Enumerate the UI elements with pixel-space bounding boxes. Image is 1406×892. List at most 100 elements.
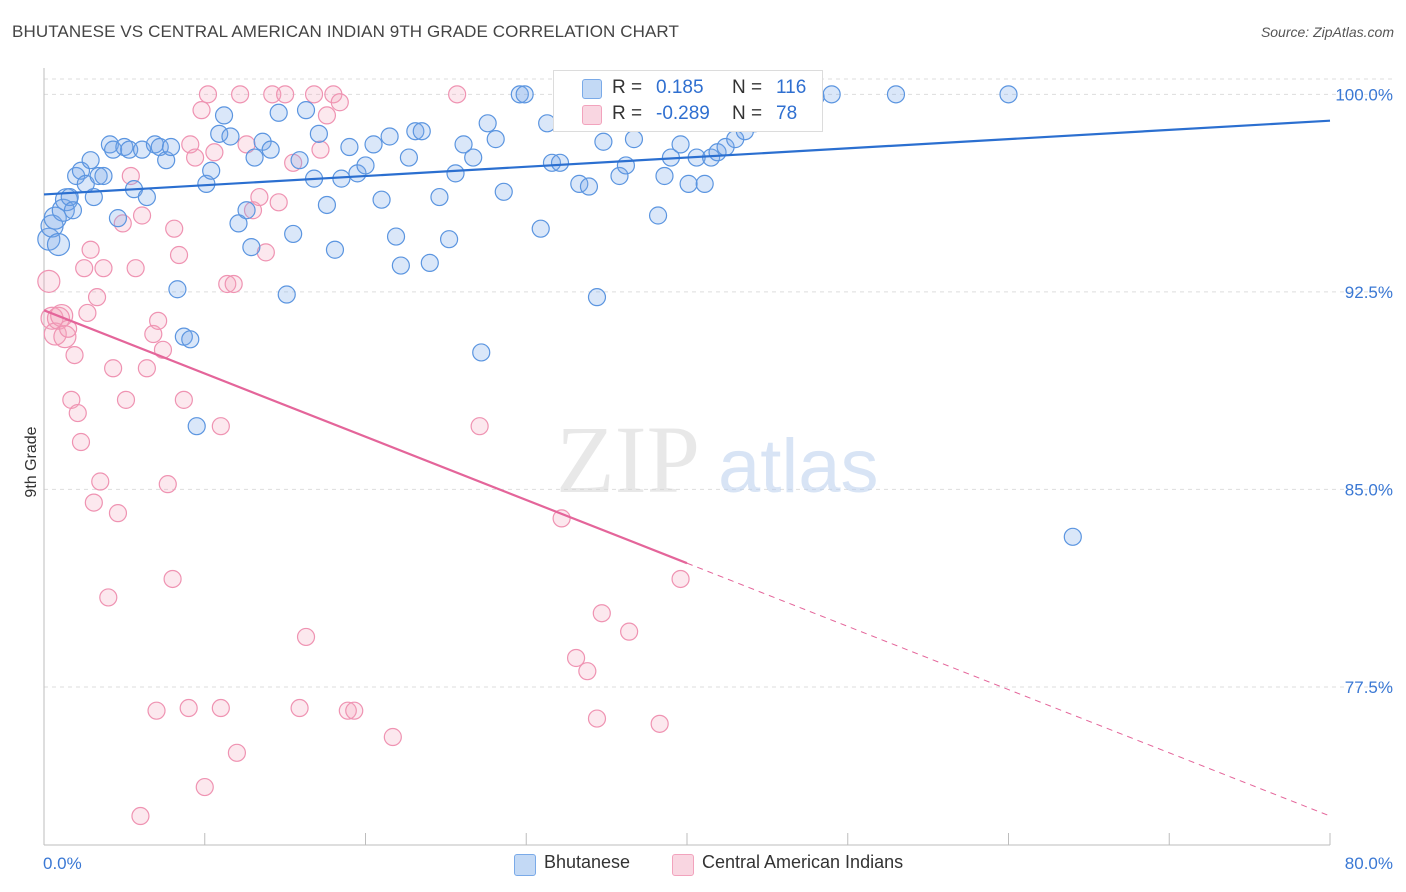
x-tick-label-min: 0.0% [43, 854, 82, 873]
data-point [648, 206, 668, 225]
data-point [198, 85, 218, 104]
data-point [399, 148, 419, 167]
data-point [566, 648, 586, 668]
trend-line-bhutanese [43, 119, 1331, 196]
data-point [412, 122, 431, 141]
data-point [695, 174, 714, 193]
legend-r-label: R = [612, 103, 643, 124]
data-point [515, 85, 534, 104]
data-point [87, 288, 107, 307]
data-point [478, 114, 497, 133]
legend-swatch-pink [582, 105, 602, 125]
data-point [81, 151, 100, 170]
y-tick-label: 77.5% [1345, 678, 1393, 697]
data-point [290, 151, 309, 170]
data-point [620, 622, 639, 641]
legend-n-value: 116 [776, 77, 807, 98]
data-point [231, 85, 250, 104]
data-point [494, 182, 513, 201]
data-point [211, 698, 230, 718]
data-point [132, 206, 152, 225]
data-point [100, 135, 120, 154]
data-point [276, 85, 295, 104]
data-point [81, 240, 100, 259]
data-point [430, 187, 449, 207]
legend-label: Central American Indians [702, 852, 904, 872]
data-point [391, 256, 410, 275]
data-point [999, 85, 1018, 104]
data-point [46, 232, 71, 257]
data-point [338, 701, 357, 720]
data-point [71, 432, 91, 452]
data-point [94, 166, 113, 186]
data-point [296, 627, 316, 647]
data-point [486, 130, 505, 149]
data-point [610, 166, 629, 186]
data-point [340, 137, 359, 157]
data-point [330, 93, 349, 112]
series-central-american-indians [37, 85, 690, 826]
data-point [454, 135, 473, 154]
legend-n-value: 78 [776, 103, 798, 124]
chart-title: BHUTANESE VS CENTRAL AMERICAN INDIAN 9TH… [12, 22, 679, 41]
stats-legend: R = 0.185 N = 116 R = -0.289 N = 78 [553, 70, 823, 132]
data-point [149, 311, 168, 330]
data-point [174, 390, 193, 409]
data-point [420, 253, 439, 273]
data-point [587, 288, 607, 307]
data-point [364, 135, 383, 154]
legend-r-value: 0.185 [656, 77, 704, 98]
data-point [448, 85, 467, 104]
data-point [886, 85, 906, 104]
data-point [311, 140, 330, 159]
data-point [115, 137, 134, 157]
data-point [65, 345, 84, 365]
data-point [470, 417, 489, 436]
data-point [317, 106, 337, 125]
data-point [37, 269, 61, 293]
data-point [284, 224, 303, 244]
data-point [163, 569, 182, 589]
x-tick-label-max: 80.0% [1345, 854, 1393, 873]
data-point [89, 166, 108, 186]
data-point [309, 124, 328, 143]
legend-n-label: N = [732, 77, 763, 98]
data-point [99, 588, 118, 607]
data-point [261, 140, 280, 159]
data-point [1063, 527, 1082, 546]
data-point [218, 274, 237, 294]
watermark-zip: ZIP [556, 406, 700, 513]
data-point [104, 359, 123, 378]
data-point [317, 195, 337, 215]
series-legend: Bhutanese Central American Indians [0, 852, 1406, 876]
data-point [386, 227, 406, 246]
series-bhutanese [37, 85, 1082, 546]
data-point [304, 85, 324, 104]
data-point [510, 85, 529, 104]
data-point [650, 714, 669, 733]
data-point [325, 240, 345, 259]
data-point [439, 230, 459, 249]
data-point [552, 509, 571, 528]
data-point [531, 219, 550, 238]
data-point [578, 662, 597, 681]
data-point [372, 190, 391, 209]
data-point [655, 166, 674, 186]
data-point [63, 201, 83, 220]
data-point [205, 143, 224, 162]
data-point [113, 214, 132, 233]
data-point [91, 472, 110, 491]
data-point [227, 743, 246, 762]
y-tick-label: 100.0% [1335, 85, 1393, 104]
data-point [383, 727, 402, 747]
data-point [345, 701, 364, 720]
data-point [592, 604, 611, 623]
data-point [214, 106, 234, 125]
data-point [120, 140, 139, 159]
data-point [131, 806, 150, 826]
axes [43, 68, 1331, 846]
data-point [108, 504, 128, 523]
data-point [75, 259, 94, 278]
data-point [269, 193, 288, 212]
